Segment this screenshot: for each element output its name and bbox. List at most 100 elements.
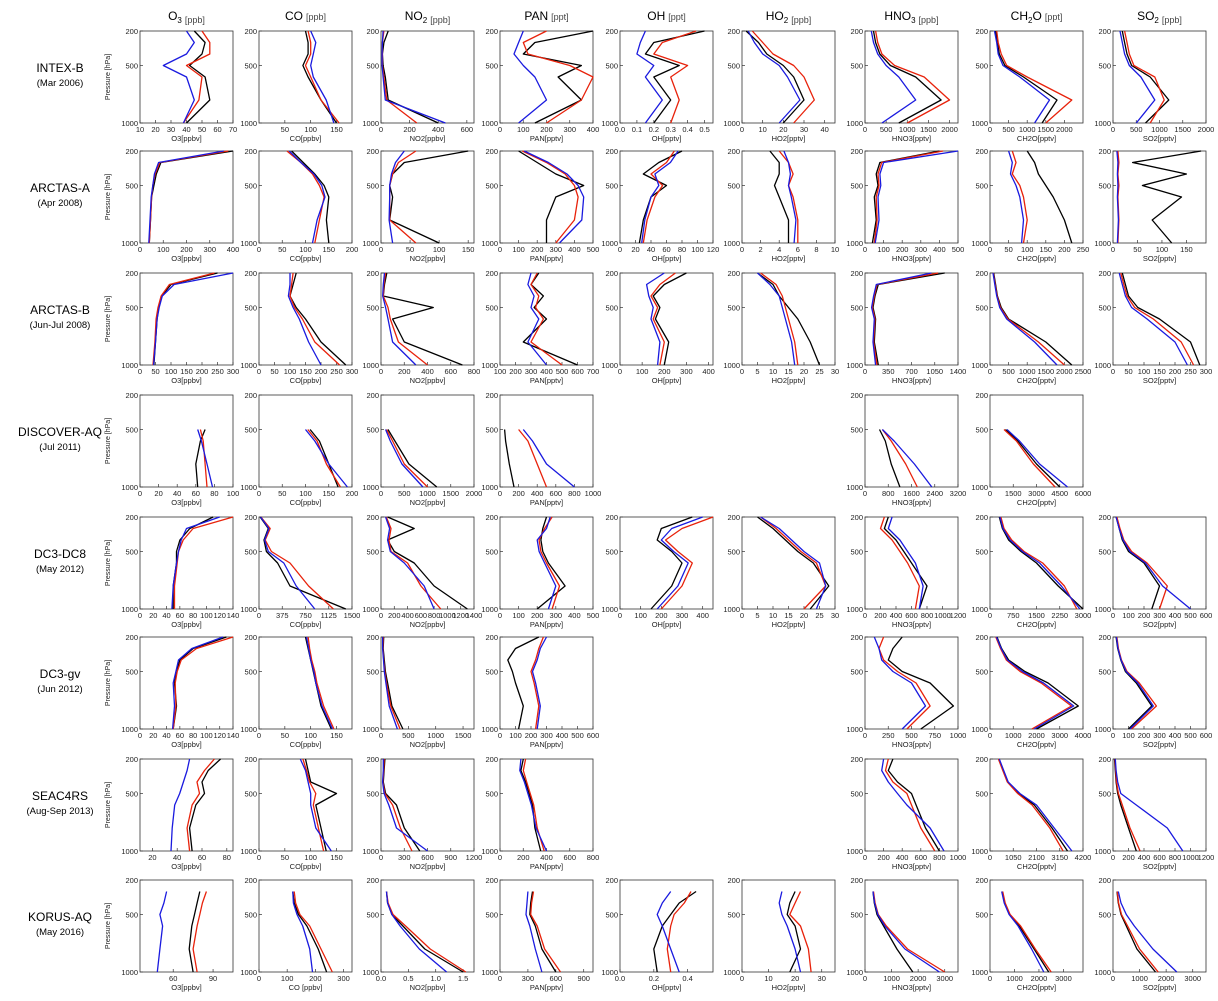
profile-line <box>870 272 932 366</box>
x-tick-label: 0 <box>257 731 261 740</box>
species-name: O <box>168 9 177 23</box>
x-tick-label: 80 <box>189 731 197 740</box>
x-axis-label: CO[ppbv] <box>290 134 322 143</box>
y-tick-label: 500 <box>1098 62 1111 71</box>
profile-line <box>289 272 341 366</box>
x-axis-label: CO[ppbv] <box>290 740 322 749</box>
x-tick-label: 100 <box>512 611 525 620</box>
x-tick-label: 200 <box>196 367 209 376</box>
profile-line <box>172 636 227 730</box>
y-tick-label: 500 <box>485 62 498 71</box>
profile-line <box>386 429 428 488</box>
x-tick-label: 400 <box>1169 611 1182 620</box>
x-tick-label: 1000 <box>1182 853 1199 862</box>
profile-line <box>644 30 705 124</box>
x-tick-label: 10 <box>764 974 772 983</box>
x-tick-label: 4500 <box>1051 489 1068 498</box>
x-tick-label: 1500 <box>344 611 361 620</box>
profile-line <box>1007 150 1025 244</box>
y-axis-label: Pressure [hPa] <box>105 540 112 586</box>
y-tick-label: 200 <box>244 147 257 156</box>
y-tick-label: 200 <box>485 27 498 36</box>
profile-line <box>386 516 468 610</box>
x-tick-label: 4200 <box>1075 853 1092 862</box>
x-tick-label: 0 <box>1111 731 1115 740</box>
x-tick-label: 0 <box>379 245 383 254</box>
y-tick-label: 1000 <box>362 847 379 856</box>
panel-frame <box>499 30 594 124</box>
y-tick-label: 200 <box>850 391 863 400</box>
x-tick-label: 1000 <box>1006 974 1023 983</box>
y-tick-label: 1000 <box>121 483 138 492</box>
profile-line <box>872 891 940 973</box>
x-tick-label: 0 <box>988 367 992 376</box>
profile-panel: 200 500 1000 Pressure [hPa] 0 20 40 60 80 100 O3[p… <box>105 391 239 507</box>
y-tick-label: 500 <box>727 911 740 920</box>
y-tick-label: 1000 <box>240 361 257 370</box>
y-tick-label: 200 <box>244 27 257 36</box>
panel-frame <box>139 150 234 244</box>
x-tick-label: 800 <box>882 489 895 498</box>
species-name: CH <box>1011 9 1028 23</box>
profile-line <box>381 30 446 124</box>
x-tick-label: 400 <box>556 731 569 740</box>
profile-line <box>872 891 914 973</box>
x-tick-label: 400 <box>432 125 445 134</box>
y-tick-label: 1000 <box>121 605 138 614</box>
y-tick-label: 500 <box>605 62 618 71</box>
profile-line <box>783 150 797 244</box>
profile-line <box>1123 30 1165 124</box>
x-tick-label: 0 <box>740 611 744 620</box>
y-tick-label: 1000 <box>121 119 138 128</box>
campaign-period: (Mar 2006) <box>37 78 83 89</box>
x-tick-label: 0 <box>379 125 383 134</box>
x-tick-label: 1500 <box>920 125 937 134</box>
column-title: NO2 [ppb] <box>405 9 450 25</box>
x-tick-label: 400 <box>568 611 581 620</box>
x-tick-label: 40 <box>820 125 828 134</box>
x-tick-label: 0 <box>988 245 992 254</box>
x-tick-label: 50 <box>270 367 278 376</box>
y-tick-label: 1000 <box>846 725 863 734</box>
x-tick-label: 3200 <box>950 489 967 498</box>
x-tick-label: 8 <box>814 245 818 254</box>
x-tick-label: 350 <box>882 367 895 376</box>
panel-frame <box>258 879 353 973</box>
y-tick-label: 500 <box>485 548 498 557</box>
x-tick-label: 500 <box>556 367 569 376</box>
x-tick-label: 0 <box>740 974 744 983</box>
species-name: HNO <box>884 9 911 23</box>
profile-line <box>887 516 924 610</box>
y-tick-label: 1000 <box>971 239 988 248</box>
x-tick-label: 6000 <box>1075 489 1092 498</box>
profile-line <box>660 516 714 610</box>
x-tick-label: 0 <box>498 611 502 620</box>
x-tick-label: 5 <box>755 611 759 620</box>
x-tick-label: 400 <box>1169 731 1182 740</box>
y-tick-label: 200 <box>485 391 498 400</box>
panel-frame <box>619 879 714 973</box>
y-axis-label: Pressure [hPa] <box>105 418 112 464</box>
x-tick-label: 100 <box>691 245 704 254</box>
x-tick-label: 40 <box>162 731 170 740</box>
x-axis-label: CH2O[pptv] <box>1017 376 1056 385</box>
y-tick-label: 1000 <box>971 605 988 614</box>
campaign-period: (Jun-Jul 2008) <box>30 320 91 331</box>
y-tick-label: 200 <box>366 633 379 642</box>
y-tick-label: 1000 <box>601 239 618 248</box>
profile-line <box>529 891 557 973</box>
profile-line <box>195 429 206 488</box>
campaign-period: (Jun 2012) <box>37 684 82 695</box>
profile-line <box>260 516 334 610</box>
x-tick-label: 0 <box>379 853 383 862</box>
x-tick-label: 800 <box>468 367 481 376</box>
panel-frame <box>258 394 353 488</box>
x-tick-label: 200 <box>512 489 525 498</box>
species-subscript: 2 <box>423 16 428 25</box>
x-tick-label: 40 <box>173 853 181 862</box>
